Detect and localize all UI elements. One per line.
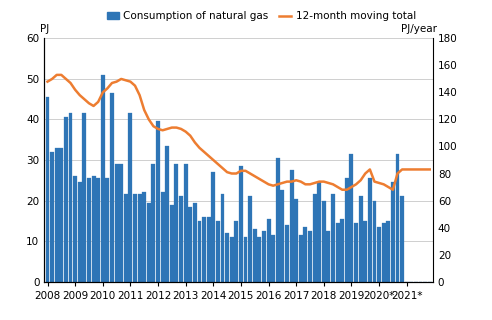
Text: PJ/year: PJ/year [401, 24, 437, 34]
Bar [115, 164, 119, 282]
Bar [391, 182, 395, 282]
Bar [147, 203, 151, 282]
Bar [55, 148, 59, 282]
Bar [244, 237, 247, 282]
Bar [220, 195, 224, 282]
Bar [386, 221, 390, 282]
Bar [101, 75, 105, 282]
Bar [234, 221, 238, 282]
Bar [216, 221, 220, 282]
Bar [308, 231, 312, 282]
Bar [184, 164, 187, 282]
Bar [312, 195, 316, 282]
Bar [128, 113, 132, 282]
Bar [294, 198, 298, 282]
Bar [271, 235, 275, 282]
Bar [377, 227, 381, 282]
Bar [225, 233, 229, 282]
Bar [161, 192, 165, 282]
Bar [165, 146, 169, 282]
Bar [304, 227, 308, 282]
Bar [142, 192, 146, 282]
Bar [354, 223, 358, 282]
Bar [50, 152, 54, 282]
Bar [133, 195, 137, 282]
Bar [202, 217, 206, 282]
Bar [68, 113, 72, 282]
Bar [207, 217, 211, 282]
Bar [87, 178, 91, 282]
Bar [336, 223, 339, 282]
Bar [248, 196, 252, 282]
Bar [92, 176, 95, 282]
Bar [257, 237, 261, 282]
Bar [119, 164, 123, 282]
Bar [105, 178, 109, 282]
Bar [317, 182, 321, 282]
Bar [359, 196, 363, 282]
Text: PJ: PJ [40, 24, 50, 34]
Bar [368, 178, 372, 282]
Bar [138, 195, 142, 282]
Bar [73, 176, 77, 282]
Bar [212, 172, 215, 282]
Bar [124, 195, 128, 282]
Bar [262, 231, 266, 282]
Bar [290, 170, 294, 282]
Bar [372, 201, 376, 282]
Bar [382, 223, 386, 282]
Bar [230, 237, 234, 282]
Bar [363, 221, 367, 282]
Bar [197, 221, 201, 282]
Bar [322, 201, 326, 282]
Bar [110, 93, 114, 282]
Bar [340, 219, 344, 282]
Bar [78, 182, 82, 282]
Bar [267, 219, 271, 282]
Legend: Consumption of natural gas, 12-month moving total: Consumption of natural gas, 12-month mov… [102, 7, 420, 26]
Bar [193, 203, 197, 282]
Bar [327, 231, 331, 282]
Bar [400, 196, 404, 282]
Bar [276, 158, 280, 282]
Bar [156, 122, 160, 282]
Bar [170, 204, 174, 282]
Bar [179, 196, 183, 282]
Bar [253, 229, 257, 282]
Bar [175, 164, 179, 282]
Bar [299, 235, 303, 282]
Bar [331, 195, 335, 282]
Bar [345, 178, 349, 282]
Bar [82, 113, 86, 282]
Bar [239, 166, 243, 282]
Bar [188, 207, 192, 282]
Bar [64, 117, 68, 282]
Bar [96, 178, 100, 282]
Bar [46, 97, 50, 282]
Bar [285, 225, 289, 282]
Bar [152, 164, 155, 282]
Bar [280, 190, 284, 282]
Bar [60, 148, 63, 282]
Bar [396, 154, 400, 282]
Bar [349, 154, 353, 282]
